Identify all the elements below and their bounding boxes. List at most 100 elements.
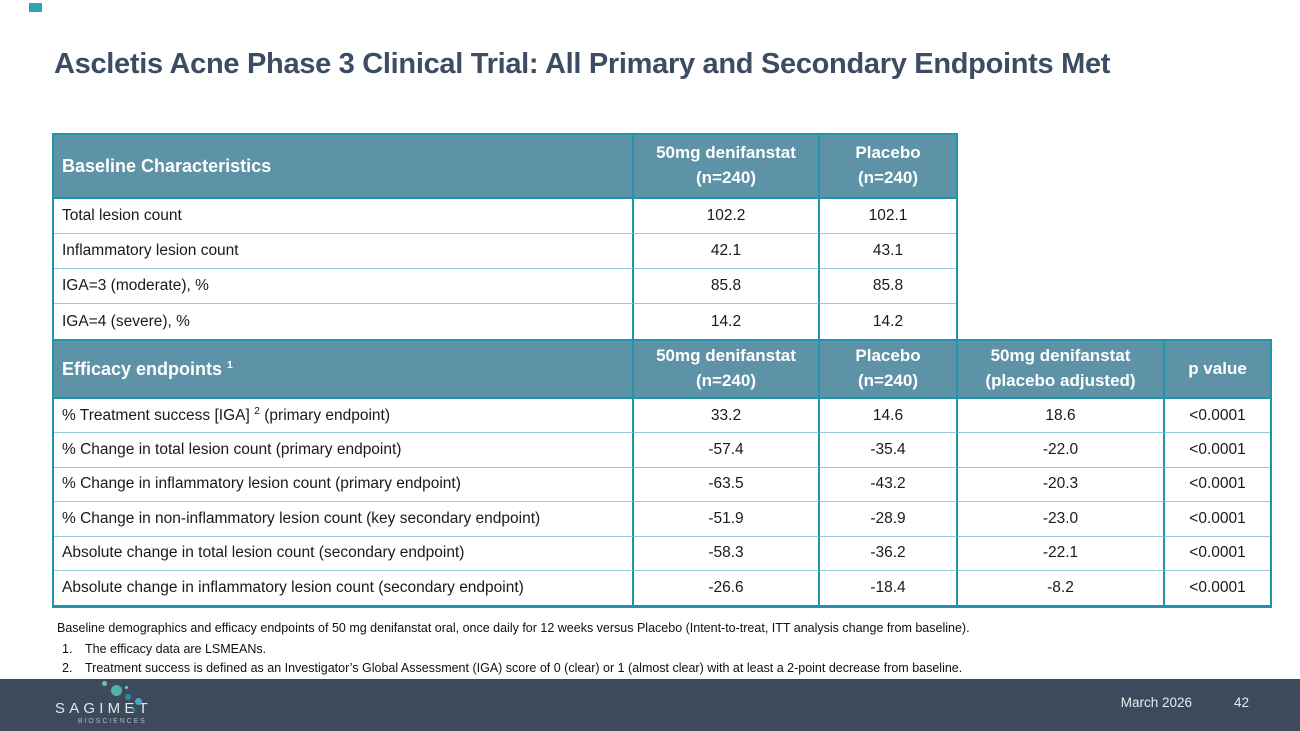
footer-date: March 2026: [1120, 695, 1192, 710]
efficacy-cell-placebo: -43.2: [820, 467, 958, 503]
accent-square: [29, 3, 42, 12]
row-label-text: % Change in total lesion count (primary …: [62, 441, 402, 459]
header-line: Placebo: [855, 143, 921, 163]
efficacy-header-adjusted: 50mg denifanstat (placebo adjusted): [958, 341, 1165, 399]
efficacy-row-label: Absolute change in total lesion count (s…: [54, 536, 634, 571]
header-line: (n=240): [858, 168, 918, 187]
row-label-text: Inflammatory lesion count: [62, 242, 239, 259]
efficacy-cell-placebo: -36.2: [820, 536, 958, 571]
logo-molecule-icon: [102, 681, 107, 686]
sagimet-logo: SAGIMET BIOSCIENCES: [55, 681, 165, 727]
baseline-row-label: IGA=3 (moderate), %: [54, 269, 634, 304]
baseline-cell-denifanstat: 42.1: [634, 234, 820, 269]
efficacy-cell-placebo: -18.4: [820, 570, 958, 606]
baseline-cell-placebo: 102.1: [820, 199, 956, 234]
header-line: 50mg denifanstat: [656, 143, 796, 163]
logo-molecule-icon: [125, 694, 131, 700]
baseline-table: Baseline Characteristics 50mg denifansta…: [52, 133, 958, 339]
logo-molecule-icon: [132, 708, 135, 711]
footnote-item-2: 2. Treatment success is defined as an Inv…: [62, 660, 1247, 676]
footnotes: Baseline demographics and efficacy endpo…: [57, 620, 1247, 678]
baseline-header-label: Baseline Characteristics: [54, 135, 634, 199]
baseline-cell-denifanstat: 14.2: [634, 304, 820, 339]
efficacy-cell-pvalue: <0.0001: [1165, 536, 1270, 571]
row-label-text: % Change in non-inflammatory lesion coun…: [62, 509, 541, 527]
efficacy-cell-adjusted: -8.2: [958, 570, 1165, 606]
row-label-text: Absolute change in inflammatory lesion c…: [62, 579, 524, 597]
header-line: p value: [1188, 358, 1247, 378]
logo-molecule-icon: [135, 698, 142, 705]
footnote-text: The efficacy data are LSMEANs.: [85, 642, 267, 657]
page-number: 42: [1233, 695, 1249, 710]
efficacy-cell-denifanstat: 33.2: [634, 399, 820, 434]
logo-molecule-icon: [111, 685, 122, 696]
row-label-text: % Change in inflammatory lesion count (p…: [62, 475, 461, 493]
logo-wordmark: SAGIMET: [55, 700, 152, 717]
row-label-text: IGA=3 (moderate), %: [62, 277, 209, 294]
header-line: (n=240): [696, 371, 756, 390]
baseline-row-label: IGA=4 (severe), %: [54, 304, 634, 339]
baseline-header-placebo: Placebo (n=240): [820, 135, 956, 199]
footnote-intro: Baseline demographics and efficacy endpo…: [57, 621, 970, 635]
baseline-cell-placebo: 43.1: [820, 234, 956, 269]
footnote-number: 1.: [62, 642, 73, 657]
header-text: Efficacy endpoints: [62, 358, 228, 379]
baseline-cell-placebo: 14.2: [820, 304, 956, 339]
logo-molecule-icon: [125, 686, 128, 689]
row-label-text: Total lesion count: [62, 207, 182, 224]
efficacy-cell-denifanstat: -51.9: [634, 502, 820, 537]
footnote-text: Treatment success is defined as an Inves…: [85, 660, 963, 675]
efficacy-header-placebo: Placebo (n=240): [820, 341, 958, 399]
efficacy-table: Efficacy endpoints 1 50mg denifanstat (n…: [52, 339, 1272, 609]
header-line: (placebo adjusted): [985, 371, 1136, 390]
row-label-text: IGA=4 (severe), %: [62, 312, 190, 330]
efficacy-cell-pvalue: <0.0001: [1165, 433, 1270, 468]
efficacy-row-label: % Change in non-inflammatory lesion coun…: [54, 502, 634, 537]
efficacy-cell-denifanstat: -58.3: [634, 536, 820, 571]
footnote-number: 2.: [62, 660, 73, 675]
efficacy-header-pvalue: p value: [1165, 341, 1270, 399]
label-text: (primary endpoint): [259, 406, 391, 424]
superscript: 1: [227, 358, 233, 371]
superscript: 2: [254, 404, 260, 417]
efficacy-row-label: % Treatment success [IGA] 2 (primary end…: [54, 399, 634, 434]
baseline-cell-denifanstat: 102.2: [634, 199, 820, 234]
efficacy-cell-denifanstat: -63.5: [634, 467, 820, 503]
efficacy-header-label: Efficacy endpoints 1: [54, 341, 634, 399]
header-line: 50mg denifanstat: [990, 346, 1131, 366]
efficacy-cell-adjusted: -20.3: [958, 467, 1165, 503]
row-label-text: Absolute change in total lesion count (s…: [62, 544, 465, 562]
baseline-row-label: Inflammatory lesion count: [54, 234, 634, 269]
baseline-header-denifanstat: 50mg denifanstat (n=240): [634, 135, 820, 199]
header-line: Placebo: [855, 346, 921, 366]
efficacy-cell-placebo: -28.9: [820, 502, 958, 537]
slide-title: Ascletis Acne Phase 3 Clinical Trial: Al…: [54, 48, 1111, 80]
baseline-header-label-text: Baseline Characteristics: [62, 155, 272, 176]
baseline-cell-placebo: 85.8: [820, 269, 956, 304]
header-line: (n=240): [696, 168, 756, 187]
efficacy-cell-pvalue: <0.0001: [1165, 570, 1270, 606]
efficacy-row-label: Absolute change in inflammatory lesion c…: [54, 570, 634, 606]
efficacy-cell-denifanstat: -26.6: [634, 570, 820, 606]
footnote-item-1: 1. The efficacy data are LSMEANs.: [62, 641, 1247, 657]
efficacy-cell-pvalue: <0.0001: [1165, 399, 1270, 434]
efficacy-cell-adjusted: -22.0: [958, 433, 1165, 468]
efficacy-row-label: % Change in total lesion count (primary …: [54, 433, 634, 468]
efficacy-cell-adjusted: -23.0: [958, 502, 1165, 537]
row-label-text: % Treatment success [IGA] 2 (primary end…: [62, 404, 391, 425]
baseline-row-label: Total lesion count: [54, 199, 634, 234]
efficacy-cell-adjusted: 18.6: [958, 399, 1165, 434]
efficacy-cell-pvalue: <0.0001: [1165, 467, 1270, 503]
efficacy-cell-placebo: -35.4: [820, 433, 958, 468]
efficacy-cell-adjusted: -22.1: [958, 536, 1165, 571]
efficacy-cell-pvalue: <0.0001: [1165, 502, 1270, 537]
header-line: (n=240): [858, 371, 918, 390]
footer-bar: [0, 679, 1300, 731]
efficacy-cell-denifanstat: -57.4: [634, 433, 820, 468]
efficacy-cell-placebo: 14.6: [820, 399, 958, 434]
efficacy-row-label: % Change in inflammatory lesion count (p…: [54, 467, 634, 503]
header-line: 50mg denifanstat: [656, 346, 796, 366]
logo-subtext: BIOSCIENCES: [78, 718, 147, 725]
efficacy-header-label-text: Efficacy endpoints 1: [62, 356, 233, 382]
